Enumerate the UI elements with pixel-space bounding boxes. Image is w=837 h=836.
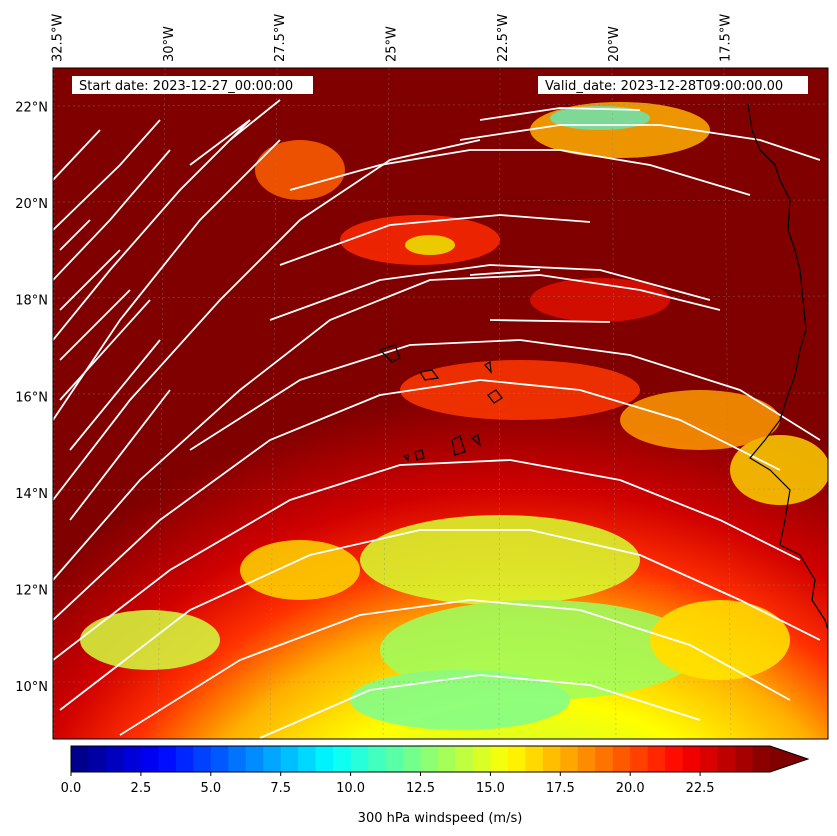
colorbar-tick-label: 5.0 xyxy=(200,781,221,796)
start-date-text: Start date: 2023-12-27_00:00:00 xyxy=(79,79,293,94)
longitude-labels: 32.5°W 30°W 27.5°W 25°W 22.5°W 20°W 17.5°W xyxy=(50,14,733,62)
colorbar-bin xyxy=(193,746,212,772)
colorbar-outline xyxy=(70,745,810,773)
colorbar-bin xyxy=(455,746,474,772)
latitude-label: 12°N xyxy=(15,583,48,598)
latitude-label: 22°N xyxy=(15,101,48,116)
colorbar-bin xyxy=(350,746,369,772)
longitude-label: 30°W xyxy=(162,26,177,62)
colorbar-bin xyxy=(507,746,526,772)
streamlines xyxy=(53,99,821,739)
colorbar-bin xyxy=(123,746,142,772)
colorbar-bin xyxy=(647,746,666,772)
colorbar-bin xyxy=(245,746,264,772)
colorbar-tick-label: 15.0 xyxy=(476,781,505,796)
colorbar-bin xyxy=(682,746,701,772)
colorbar-bin xyxy=(420,746,439,772)
longitude-label: 25°W xyxy=(385,26,400,62)
colorbar-bin xyxy=(525,746,544,772)
colorbar-bin xyxy=(333,746,352,772)
colorbar-tick-label: 17.5 xyxy=(546,781,575,796)
colorbar-bin xyxy=(175,746,194,772)
colorbar-bin xyxy=(735,746,754,772)
colorbar-bin xyxy=(298,746,317,772)
colorbar-bin xyxy=(71,746,89,772)
colorbar-bin xyxy=(542,746,561,772)
colorbar-bin xyxy=(612,746,631,772)
colorbar-bin xyxy=(280,746,299,772)
colorbar-bin xyxy=(665,746,684,772)
colorbar-bin xyxy=(630,746,649,772)
colorbar-label: 300 hPa windspeed (m/s) xyxy=(358,811,523,826)
colorbar-bin xyxy=(700,746,719,772)
colorbar-bin xyxy=(403,746,421,772)
colorbar-bin xyxy=(210,746,229,772)
longitude-label: 27.5°W xyxy=(273,14,288,62)
coastline xyxy=(378,103,828,631)
colorbar-tick-label: 22.5 xyxy=(686,781,715,796)
colorbar-ticks: 0.0 2.5 5.0 7.5 10.0 12.5 15.0 17.5 20.0 22.5 xyxy=(61,772,715,796)
colorbar-bin xyxy=(595,746,614,772)
windspeed-patches xyxy=(80,102,828,730)
colorbar-bin xyxy=(472,746,491,772)
colorbar-bin xyxy=(158,746,177,772)
longitude-label: 20°W xyxy=(607,26,622,62)
colorbar-bin xyxy=(577,746,596,772)
colorbar-tick-label: 20.0 xyxy=(616,781,645,796)
longitude-label: 22.5°W xyxy=(496,14,511,62)
colorbar-bin xyxy=(88,746,107,772)
latitude-label: 20°N xyxy=(15,197,48,212)
longitude-label: 32.5°W xyxy=(50,14,65,62)
colorbar-tick-label: 12.5 xyxy=(406,781,435,796)
latitude-labels: 22°N 20°N 18°N 16°N 14°N 12°N 10°N xyxy=(15,101,48,695)
valid-date-box xyxy=(538,76,808,94)
latitude-label: 10°N xyxy=(15,680,48,695)
colorbar-bin xyxy=(560,746,579,772)
colorbar-bin xyxy=(105,746,124,772)
latitude-label: 16°N xyxy=(15,390,48,405)
colorbar-tick-label: 10.0 xyxy=(336,781,365,796)
latitude-label: 18°N xyxy=(15,294,48,309)
colorbar-bin xyxy=(717,746,736,772)
colorbar-bin xyxy=(228,746,247,772)
colorbar-bin xyxy=(490,746,509,772)
colorbar-bin xyxy=(385,746,404,772)
latitude-label: 14°N xyxy=(15,487,48,502)
colorbar-bin xyxy=(437,746,456,772)
colorbar-bin xyxy=(140,746,159,772)
longitude-label: 17.5°W xyxy=(719,14,734,62)
colorbar-extend-triangle xyxy=(770,746,808,772)
colorbar-tick-label: 7.5 xyxy=(270,781,291,796)
colorbar-bin xyxy=(263,746,282,772)
start-date-box xyxy=(72,76,313,94)
colorbar xyxy=(70,745,810,773)
map-frame xyxy=(52,67,829,740)
valid-date-text: Valid_date: 2023-12-28T09:00:00.00 xyxy=(545,79,783,94)
map-panel xyxy=(53,68,828,739)
colorbar-bin xyxy=(368,746,387,772)
colorbar-bin xyxy=(315,746,334,772)
colorbar-bin xyxy=(752,746,771,772)
colorbar-tick-label: 2.5 xyxy=(131,781,152,796)
colorbar-tick-label: 0.0 xyxy=(61,781,82,796)
